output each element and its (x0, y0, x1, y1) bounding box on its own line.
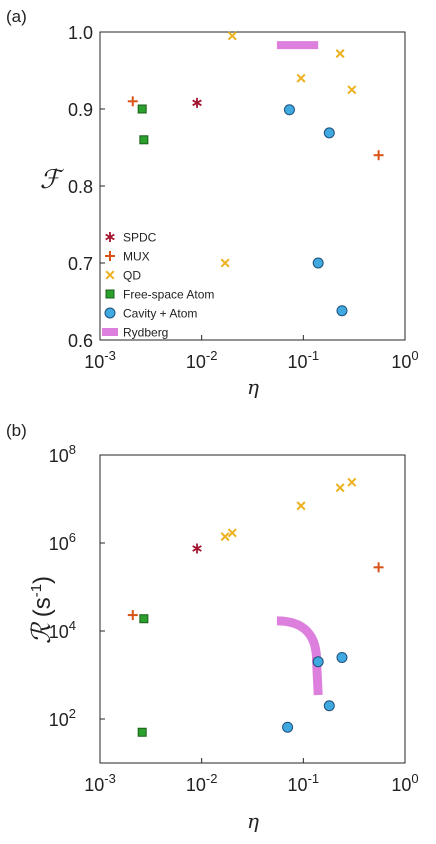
spdc-point (192, 97, 202, 108)
legend-rydberg-symbol (102, 328, 118, 336)
panel-b-y-axis-unit-open: (s (29, 597, 56, 617)
qd-point (335, 49, 345, 59)
y-tick-label: 104 (49, 618, 76, 642)
mux-point (373, 562, 384, 573)
legend-mux-label: MUX (123, 250, 150, 264)
qd-point (296, 501, 306, 511)
mux-point (127, 96, 138, 107)
y-tick-label: 0.6 (68, 331, 93, 351)
panel-b-y-axis-unit-exp: -1 (28, 584, 45, 597)
y-tick-label: 0.9 (68, 100, 93, 120)
panel-b-y-ticks: 102 104 106 108 (49, 442, 105, 730)
y-tick-label: 0.8 (68, 177, 93, 197)
panel-b-rydberg-series (276, 616, 323, 696)
panel-b-y-axis-label: ℛ (s-1) (27, 576, 57, 644)
panel-a-legend: SPDC MUX QD Free-space Atom Cavity + Atom Ryd… (102, 231, 214, 340)
panel-b-markers (127, 477, 384, 737)
x-tick-label: 10-1 (288, 771, 320, 795)
x-tick-label: 10-3 (84, 771, 116, 795)
panel-a-label: (a) (6, 7, 27, 26)
x-tick-label: 100 (391, 771, 418, 795)
free-space-atom-point (137, 104, 147, 114)
y-tick-label: 1.0 (68, 23, 93, 43)
panel-b-y-axis-symbol: ℛ (27, 621, 57, 644)
free-space-atom-point (139, 614, 149, 624)
qd-point (227, 31, 237, 41)
x-tick-label: 10-2 (186, 348, 218, 372)
mux-point (127, 610, 138, 621)
legend-spdc-symbol (105, 232, 115, 242)
rydberg-curve-mark (276, 616, 323, 696)
panel-b-x-axis-label: η (247, 809, 259, 833)
qd-point (296, 73, 306, 83)
legend-free-space-atom-symbol (105, 289, 115, 299)
legend-mux-symbol (105, 251, 115, 261)
qd-point (347, 477, 357, 487)
legend-rydberg-label: Rydberg (123, 326, 168, 340)
x-tick-label: 100 (391, 348, 418, 372)
legend-cavity-atom-label: Cavity + Atom (123, 307, 197, 321)
legend-cavity-atom-symbol (104, 307, 116, 319)
panel-a-y-axis-label: ℱ (40, 165, 65, 195)
x-tick-label: 10-2 (186, 771, 218, 795)
cavity-atom-point (336, 305, 348, 317)
panel-a-x-axis-label: η (247, 375, 259, 399)
cavity-atom-point (336, 651, 348, 663)
y-tick-label: 102 (49, 706, 76, 730)
cavity-atom-point (282, 721, 294, 733)
free-space-atom-point (139, 135, 149, 145)
free-space-atom-point (137, 727, 147, 737)
y-tick-label: 108 (49, 442, 76, 466)
qd-point (227, 528, 237, 538)
cavity-atom-point (283, 104, 295, 116)
spdc-point (192, 543, 202, 554)
panel-b-label: (b) (6, 421, 27, 440)
cavity-atom-point (312, 656, 324, 668)
panel-a: (a) 10-3 10-2 10-1 100 0.60.70.80.91.0 η ℱ … (6, 7, 419, 399)
qd-point (335, 483, 345, 493)
legend-qd-symbol (105, 270, 115, 280)
qd-point (347, 85, 357, 95)
x-tick-label: 10-3 (84, 348, 116, 372)
cavity-atom-point (312, 257, 324, 269)
y-tick-label: 106 (49, 530, 76, 554)
panel-b-y-axis-unit-close: ) (29, 576, 56, 584)
legend-spdc-label: SPDC (123, 231, 157, 245)
panel-a-x-ticks: 10-3 10-2 10-1 100 (84, 335, 419, 372)
cavity-atom-point (323, 127, 335, 139)
panel-a-y-ticks: 0.6 0.7 0.8 0.9 1.0 (68, 23, 105, 351)
x-tick-label: 10-1 (288, 348, 320, 372)
cavity-atom-point (323, 700, 335, 712)
panel-b-axes-box (99, 454, 406, 764)
legend-qd-label: QD (123, 269, 141, 283)
panel-b: (b) 10-3 10-2 10-1 100 102 104 106 108 η ℛ (s-1… (6, 421, 419, 833)
panel-b-x-ticks: 10-3 10-2 10-1 100 (84, 758, 419, 795)
qd-point (220, 258, 230, 268)
qd-point (220, 532, 230, 542)
y-tick-label: 0.7 (68, 254, 93, 274)
mux-point (373, 150, 384, 161)
panel-a-markers (127, 31, 384, 317)
legend-free-space-atom-label: Free-space Atom (123, 288, 214, 302)
